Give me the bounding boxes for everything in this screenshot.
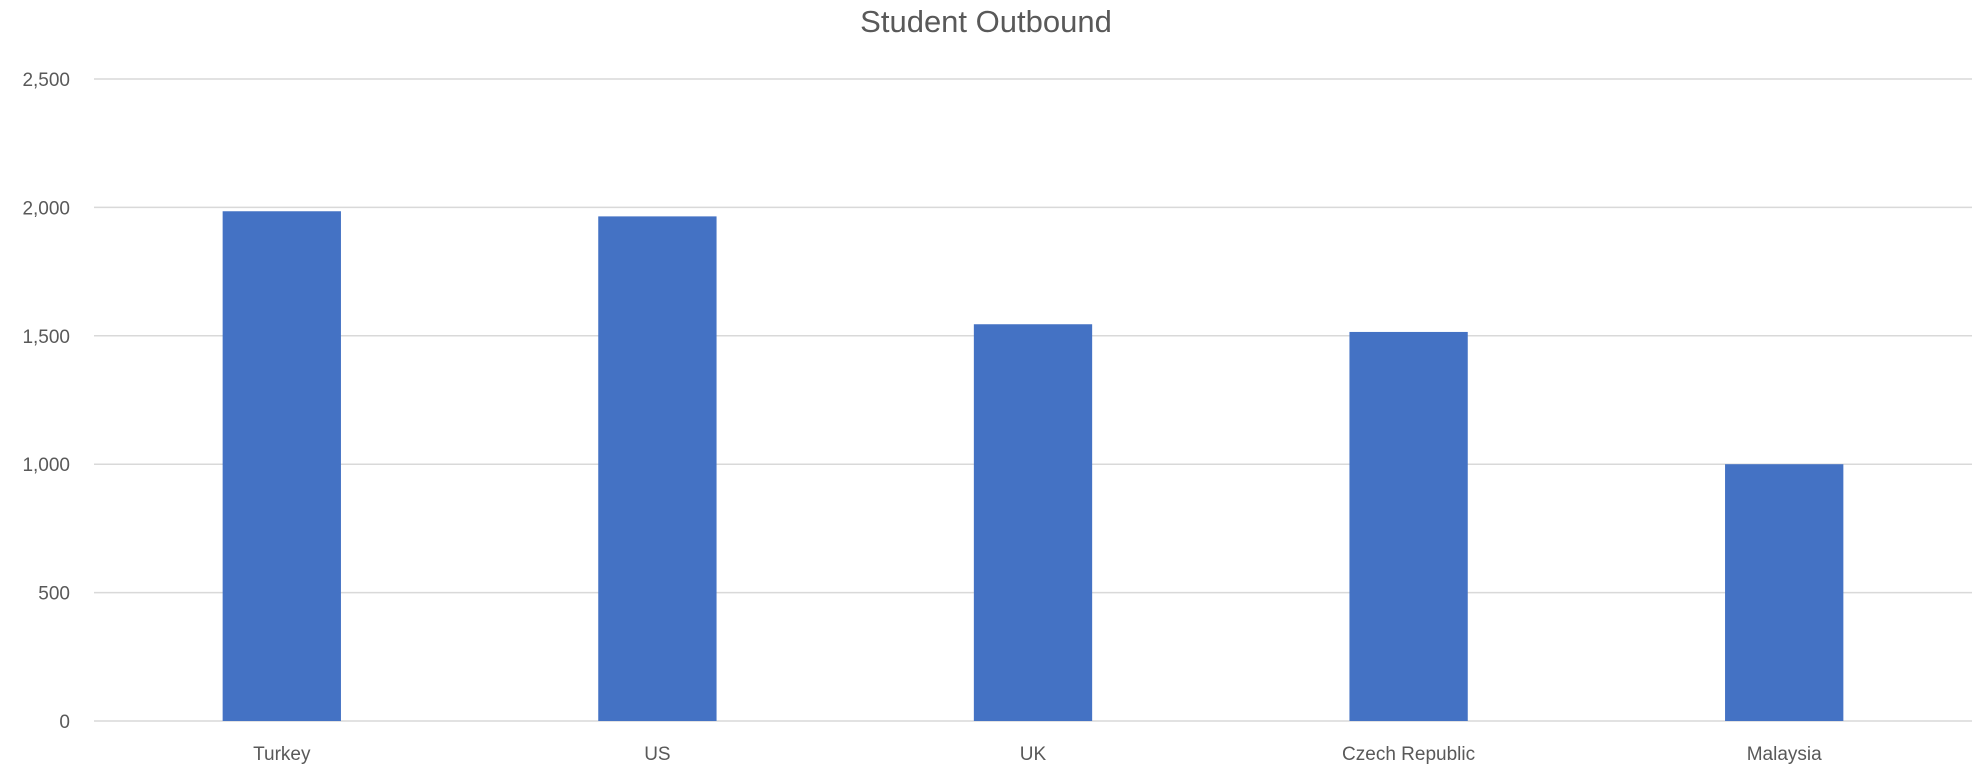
y-tick-label: 500	[38, 584, 70, 605]
x-axis-ticks: Turkey US UK Czech Republic Malaysia	[253, 744, 1822, 764]
x-tick-label: UK	[1020, 744, 1047, 764]
y-axis-ticks: 0 500 1,000 1,500 2,000 2,500	[22, 70, 70, 733]
y-tick-label: 1,500	[22, 327, 70, 348]
chart-title: Student Outbound	[860, 4, 1112, 39]
y-tick-label: 1,000	[22, 455, 70, 476]
x-tick-label: Turkey	[253, 744, 311, 764]
bar	[222, 211, 341, 721]
x-tick-label: Malaysia	[1747, 744, 1822, 764]
x-tick-label: US	[644, 744, 670, 764]
bar	[1725, 464, 1844, 721]
bar	[973, 324, 1093, 721]
y-tick-label: 0	[59, 712, 70, 733]
bar	[1349, 331, 1468, 721]
y-tick-label: 2,000	[22, 198, 70, 219]
x-tick-label: Czech Republic	[1342, 744, 1475, 764]
bars	[222, 211, 1844, 721]
y-tick-label: 2,500	[22, 70, 70, 91]
bar	[598, 216, 717, 721]
